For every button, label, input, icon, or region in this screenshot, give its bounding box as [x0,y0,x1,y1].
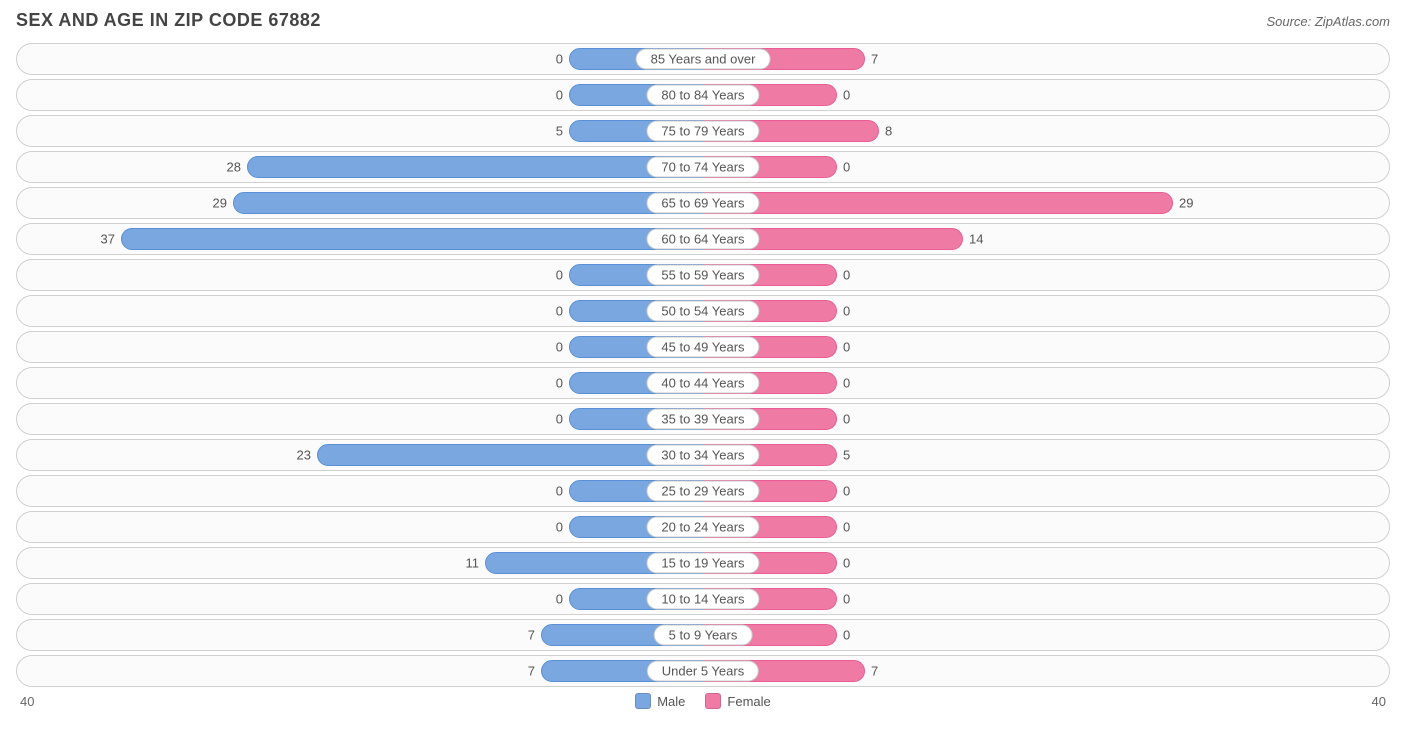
age-row: 75 to 79 Years 5 8 [16,115,1390,147]
value-male: 0 [556,340,563,355]
age-label: 15 to 19 Years [646,553,759,574]
value-female: 0 [843,340,850,355]
value-female: 0 [843,304,850,319]
chart-title: SEX AND AGE IN ZIP CODE 67882 [16,10,321,31]
axis-left-max: 40 [20,694,34,709]
age-label: 30 to 34 Years [646,445,759,466]
value-male: 0 [556,412,563,427]
chart-area: 85 Years and over0780 to 84 Years0075 to… [16,43,1390,687]
value-female: 0 [843,268,850,283]
age-row: 65 to 69 Years 29 29 [16,187,1390,219]
value-female: 0 [843,628,850,643]
value-female: 7 [871,664,878,679]
age-row: 20 to 24 Years 0 0 [16,511,1390,543]
bar-female [703,192,1173,214]
value-male: 5 [556,124,563,139]
age-label: 65 to 69 Years [646,193,759,214]
value-female: 5 [843,448,850,463]
bar-male [317,444,703,466]
legend-item-female: Female [705,693,770,709]
age-label: 10 to 14 Years [646,589,759,610]
value-male: 29 [213,196,227,211]
age-label: 5 to 9 Years [654,625,753,646]
chart-source: Source: ZipAtlas.com [1266,14,1390,29]
legend-label-male: Male [657,694,685,709]
age-row: 40 to 44 Years 0 0 [16,367,1390,399]
value-male: 0 [556,484,563,499]
value-female: 0 [843,88,850,103]
bar-male [247,156,703,178]
age-label: 40 to 44 Years [646,373,759,394]
value-female: 0 [843,484,850,499]
value-male: 0 [556,88,563,103]
age-label: Under 5 Years [647,661,759,682]
swatch-female-icon [705,693,721,709]
age-label: 75 to 79 Years [646,121,759,142]
age-label: 35 to 39 Years [646,409,759,430]
age-label: 60 to 64 Years [646,229,759,250]
legend-label-female: Female [727,694,770,709]
value-male: 7 [528,664,535,679]
value-male: 23 [297,448,311,463]
value-female: 14 [969,232,983,247]
age-label: 85 Years and over [636,49,771,70]
value-female: 7 [871,52,878,67]
value-male: 7 [528,628,535,643]
age-label: 45 to 49 Years [646,337,759,358]
value-male: 0 [556,520,563,535]
age-row: 80 to 84 Years 0 0 [16,79,1390,111]
age-label: 70 to 74 Years [646,157,759,178]
value-female: 0 [843,412,850,427]
value-male: 0 [556,592,563,607]
age-label: 80 to 84 Years [646,85,759,106]
axis-right-max: 40 [1372,694,1386,709]
age-row: 70 to 74 Years 28 0 [16,151,1390,183]
value-female: 29 [1179,196,1193,211]
value-male: 0 [556,304,563,319]
chart-header: SEX AND AGE IN ZIP CODE 67882 Source: Zi… [16,10,1390,31]
legend-item-male: Male [635,693,685,709]
value-female: 0 [843,592,850,607]
chart-footer: 40 Male Female 40 [16,693,1390,709]
age-label: 50 to 54 Years [646,301,759,322]
age-row: 30 to 34 Years 23 5 [16,439,1390,471]
value-female: 0 [843,376,850,391]
age-row: Under 5 Years 7 7 [16,655,1390,687]
value-male: 11 [466,556,480,571]
value-male: 0 [556,376,563,391]
value-male: 0 [556,52,563,67]
age-row: 50 to 54 Years 0 0 [16,295,1390,327]
age-label: 20 to 24 Years [646,517,759,538]
value-female: 0 [843,520,850,535]
age-row: 25 to 29 Years 0 0 [16,475,1390,507]
age-row: 55 to 59 Years 0 0 [16,259,1390,291]
value-female: 0 [843,160,850,175]
age-row: 5 to 9 Years 7 0 [16,619,1390,651]
age-row: 15 to 19 Years 11 0 [16,547,1390,579]
age-label: 25 to 29 Years [646,481,759,502]
value-male: 0 [556,268,563,283]
value-male: 28 [227,160,241,175]
age-row: 60 to 64 Years 37 14 [16,223,1390,255]
age-row: 45 to 49 Years 0 0 [16,331,1390,363]
bar-male [233,192,703,214]
age-row: 35 to 39 Years 0 0 [16,403,1390,435]
age-row: 85 Years and over 0 7 [16,43,1390,75]
age-label: 55 to 59 Years [646,265,759,286]
bar-male [121,228,703,250]
swatch-male-icon [635,693,651,709]
age-row: 10 to 14 Years 0 0 [16,583,1390,615]
value-male: 37 [101,232,115,247]
value-female: 0 [843,556,850,571]
legend: Male Female [635,693,771,709]
value-female: 8 [885,124,892,139]
